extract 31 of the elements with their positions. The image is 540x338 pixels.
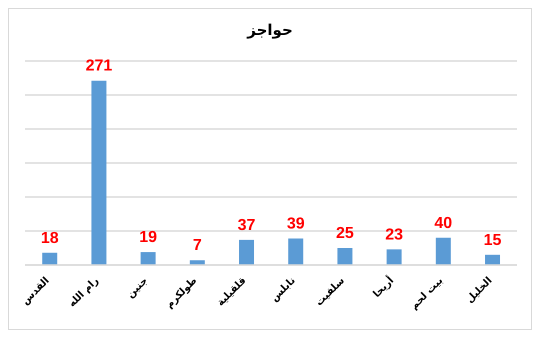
data-label: 39 (286, 215, 305, 232)
bar (436, 238, 451, 265)
data-label: 18 (40, 230, 59, 247)
data-label: 19 (139, 229, 158, 246)
bar (140, 252, 156, 265)
data-label: 15 (484, 232, 502, 249)
x-tick-label: بيت لحم (408, 275, 446, 312)
x-tick-label: الخليل (464, 275, 495, 306)
x-tick-label: سلفيت (314, 275, 348, 308)
data-label: 40 (434, 214, 452, 232)
chart-title: حواجز (246, 21, 294, 41)
data-label: 271 (86, 58, 112, 75)
data-label: 37 (238, 216, 256, 234)
x-tick-label: قلقيلية (215, 275, 249, 309)
x-tick-label: جنين (125, 275, 150, 300)
data-label: 25 (336, 225, 354, 242)
bar (337, 248, 352, 265)
bar (386, 249, 402, 265)
data-label: 23 (385, 226, 404, 244)
bar (485, 254, 500, 265)
bar (190, 260, 205, 265)
x-tick-label: رام الله (66, 275, 102, 310)
x-tick-label: القدس (20, 275, 52, 308)
data-label: 7 (192, 237, 202, 254)
x-tick-label: نابلس (269, 275, 298, 304)
bar (239, 240, 254, 265)
bar (288, 238, 304, 265)
x-tick-label: أريحا (370, 274, 396, 300)
bar (42, 252, 58, 265)
x-tick-label: طولكرم (164, 275, 200, 311)
bar (91, 80, 106, 265)
